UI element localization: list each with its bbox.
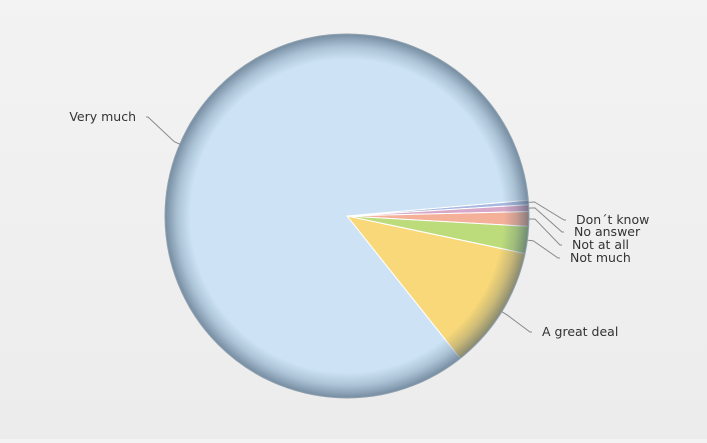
pie-outline (164, 33, 530, 399)
slice-label-a-great-deal: A great deal (542, 324, 618, 339)
slice-label-no-answer: No answer (574, 224, 641, 239)
leader-line-don-t-know (528, 201, 566, 221)
slice-label-don-t-know: Don´t know (576, 212, 649, 227)
slice-label-not-much: Not much (570, 250, 631, 265)
leader-line-a-great-deal (501, 311, 532, 333)
pie-slices (164, 33, 530, 399)
leader-line-not-at-all (528, 218, 562, 246)
leader-line-very-much (146, 116, 180, 145)
slice-label-very-much: Very much (69, 109, 136, 124)
leader-line-no-answer (528, 207, 564, 233)
slice-label-not-at-all: Not at all (572, 237, 629, 252)
leader-line-not-much (527, 239, 560, 259)
